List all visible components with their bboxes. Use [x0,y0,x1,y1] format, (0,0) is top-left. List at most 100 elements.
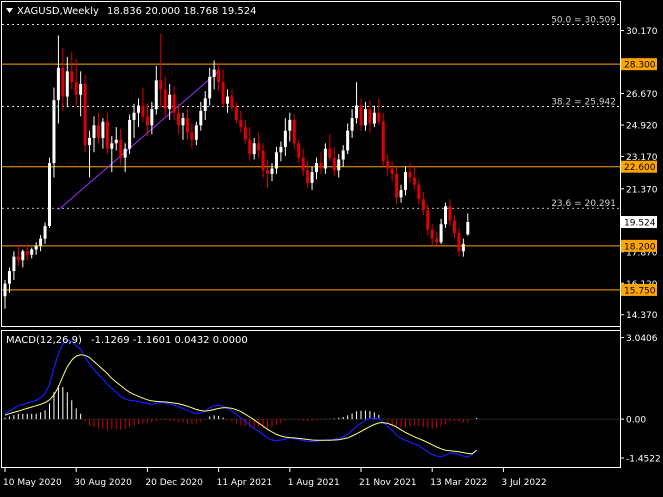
price-tick-label: 23.170 [626,153,658,163]
price-tick-label: 30.170 [626,27,658,37]
bull-candle [12,256,16,272]
bull-candle [30,249,34,255]
bull-candle [132,112,136,120]
bull-candle [114,139,118,144]
bull-candle [363,109,367,126]
bull-candle [315,163,318,173]
bull-candle [208,76,212,99]
level-price-tag-label: 15.750 [624,286,656,296]
bull-candle [21,251,25,261]
bear-candle [297,143,301,158]
bull-candle [194,125,198,140]
bear-candle [96,125,100,138]
bear-candle [301,157,305,171]
bull-candle [461,244,465,252]
fib-level-label: 23.6 = 20.291 [551,199,616,209]
bear-candle [83,83,87,146]
trendline-layer [58,70,219,211]
bear-candle [332,157,336,171]
bull-candle [350,118,354,131]
bear-candle [452,220,456,234]
bear-candle [61,67,65,97]
level-price-tag-label: 28.300 [624,61,656,71]
bull-candle [43,226,47,239]
bear-candle [412,177,416,185]
level-price-tag-label: 22.600 [624,163,656,173]
bear-candle [421,199,425,210]
bear-candle [177,112,181,126]
bull-candle [137,105,140,113]
trendline[interactable] [58,70,219,211]
macd-frame [1,330,621,468]
bear-candle [185,118,189,133]
bear-candle [386,161,390,169]
bull-candle [88,137,92,146]
fib-level-label: 50.0 = 30.509 [551,15,616,25]
bear-candle [234,107,238,120]
time-tick-label: 1 Aug 2021 [288,478,340,488]
bull-candle [439,224,443,243]
bear-candle [390,168,394,174]
bear-candle [417,184,421,200]
price-tick-label: 24.920 [626,121,658,131]
bear-candle [141,105,145,117]
bear-candle [319,163,323,169]
bull-candle [226,96,229,104]
bull-candle [355,105,359,119]
price-tick-label: 21.370 [626,185,658,195]
bull-candle [48,163,51,227]
bull-candle [274,152,278,169]
bear-candle [292,119,296,144]
bear-candle [145,116,149,126]
bull-candle [288,119,292,131]
bull-candle [123,148,127,158]
bull-candle [270,168,274,174]
bear-candle [359,105,363,126]
time-tick-label: 11 Apr 2021 [217,478,273,488]
bull-candle [110,143,114,149]
macd-tick-label: 0.00 [626,416,646,426]
bear-candle [230,96,234,108]
bull-candle [3,283,7,297]
symbol-info: XAGUSD,Weekly [17,6,99,17]
bear-candle [266,170,270,174]
current-price-tag [621,216,657,229]
time-tick-label: 3 Jul 2022 [501,478,546,488]
bull-candle [444,206,448,225]
bear-candle [239,119,243,128]
level-price-tag [621,58,657,71]
bear-candle [105,121,109,149]
bear-candle [395,173,399,198]
bear-candle [25,251,29,255]
bull-candle [7,271,11,284]
bear-candle [172,94,176,113]
bull-candle [154,80,158,110]
price-tick-label: 17.870 [626,248,658,258]
level-price-tag [621,283,657,296]
bull-candle [346,130,350,151]
signal-line [4,354,478,455]
bull-candle [404,172,407,191]
macd-title: MACD(12,26,9) [6,335,82,346]
main-chart-frame [1,1,621,327]
level-price-tag [621,239,657,252]
bear-candle [328,148,332,158]
bear-candle [70,71,74,83]
bear-candle [217,69,221,83]
macd-tick-label: 3.0406 [626,334,658,344]
bear-candle [221,82,225,104]
bull-candle [283,130,287,147]
current-price-label: 19.524 [624,219,656,229]
bull-candle [150,109,154,126]
bear-candle [257,143,261,151]
bull-candle [252,143,256,155]
bear-candle [190,132,194,140]
bull-candle [337,159,341,171]
bull-candle [79,83,83,95]
symbol-dropdown-icon[interactable] [6,8,13,13]
price-axis: 30.17026.67024.92023.17021.37017.87016.1… [620,27,658,321]
bear-candle [16,256,20,261]
bull-candle [466,222,470,235]
